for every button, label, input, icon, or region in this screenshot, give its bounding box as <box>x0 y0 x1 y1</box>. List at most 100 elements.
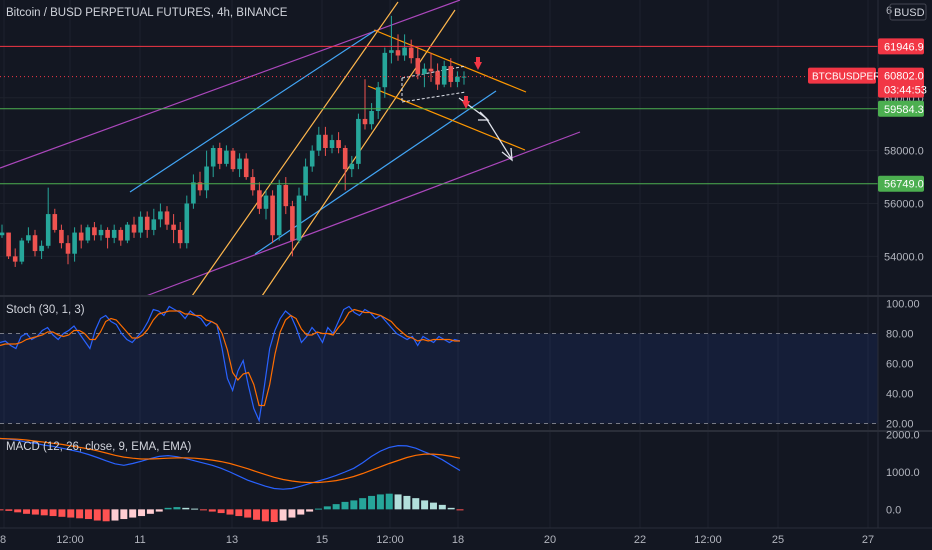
candle-body[interactable] <box>276 185 282 236</box>
candle-body[interactable] <box>230 150 236 170</box>
candle-body[interactable] <box>435 71 440 85</box>
candle-body[interactable] <box>210 148 216 167</box>
candle-body[interactable] <box>59 229 64 244</box>
price-level-tag[interactable] <box>878 175 924 192</box>
candle-body[interactable] <box>177 229 183 244</box>
candle-body[interactable] <box>131 224 137 233</box>
candle-body[interactable] <box>52 214 58 230</box>
current-price-tag[interactable] <box>878 67 924 98</box>
candle-body[interactable] <box>118 229 124 241</box>
projection-arrow-2[interactable] <box>485 117 512 159</box>
candle-body[interactable] <box>270 195 275 236</box>
candle-body[interactable] <box>402 47 407 56</box>
candle-body[interactable] <box>455 76 460 82</box>
candle-body[interactable] <box>336 140 341 148</box>
candle-body[interactable] <box>78 232 84 241</box>
candle-body[interactable] <box>65 243 71 254</box>
candle-body[interactable] <box>98 229 104 236</box>
candle-body[interactable] <box>105 229 110 238</box>
flag-upper[interactable] <box>401 65 467 79</box>
chart-title[interactable]: Bitcoin / BUSD PERPETUAL FUTURES, 4h, BI… <box>6 7 288 19</box>
candle-body[interactable] <box>441 66 447 85</box>
price-level-tag[interactable] <box>878 100 924 117</box>
macd-histogram[interactable] <box>0 493 464 523</box>
candle-body[interactable] <box>362 118 368 125</box>
stoch-d-line[interactable] <box>0 308 460 407</box>
candle-body[interactable] <box>184 203 190 244</box>
candle-body[interactable] <box>12 256 18 262</box>
horizontal-levels[interactable] <box>0 45 878 185</box>
candle-body[interactable] <box>158 211 163 220</box>
candle-body[interactable] <box>243 158 249 178</box>
candle-body[interactable] <box>32 235 38 252</box>
candle-body[interactable] <box>0 232 5 236</box>
time-axis[interactable]: 8 12:00 11 13 15 12:00 18 20 22 12:00 25 27 <box>0 534 874 546</box>
candle-body[interactable] <box>197 182 203 191</box>
macd-series[interactable] <box>0 437 461 490</box>
trendline-yellow-upper[interactable] <box>191 1 399 297</box>
candlestick-series[interactable] <box>0 15 467 267</box>
candle-body[interactable] <box>191 182 196 204</box>
candle-body[interactable] <box>224 150 229 164</box>
stoch-axis[interactable]: 20.00 40.00 60.00 80.00 100.00 <box>886 299 920 431</box>
candle-body[interactable] <box>395 50 401 56</box>
stoch-k-line[interactable] <box>0 305 461 423</box>
candle-body[interactable] <box>263 195 269 209</box>
trendline-purple-upper[interactable] <box>0 0 461 169</box>
price-pane[interactable] <box>0 0 878 297</box>
candle-body[interactable] <box>39 245 44 252</box>
candle-body[interactable] <box>151 219 157 230</box>
red-arrow-down-marker[interactable] <box>474 57 482 70</box>
candle-body[interactable] <box>164 211 170 225</box>
candle-body[interactable] <box>26 235 31 241</box>
candle-body[interactable] <box>369 111 374 125</box>
candle-body[interactable] <box>382 52 388 88</box>
stoch-series[interactable] <box>0 305 878 424</box>
candle-body[interactable] <box>309 150 315 167</box>
candle-body[interactable] <box>349 163 355 170</box>
candle-body[interactable] <box>415 58 421 74</box>
candle-body[interactable] <box>92 227 97 236</box>
signal-line[interactable] <box>0 437 461 484</box>
candle-body[interactable] <box>217 148 223 164</box>
candle-body[interactable] <box>144 216 150 230</box>
candle-body[interactable] <box>296 195 302 241</box>
trendline-purple-lower[interactable] <box>145 131 581 297</box>
candle-body[interactable] <box>375 87 381 111</box>
price-level-tag[interactable] <box>878 38 924 55</box>
candle-body[interactable] <box>389 50 394 53</box>
currency-badge[interactable] <box>889 3 927 21</box>
trendline-orange-upper[interactable] <box>373 29 527 93</box>
candle-body[interactable] <box>303 166 308 196</box>
candle-body[interactable] <box>138 216 143 233</box>
macd-axis[interactable]: 0.0 1000.0 2000.0 <box>886 430 920 517</box>
candle-body[interactable] <box>323 134 328 148</box>
stoch-pane[interactable] <box>0 305 878 424</box>
stoch-title[interactable]: Stoch (30, 1, 3) <box>6 304 85 316</box>
candle-body[interactable] <box>6 232 11 257</box>
candle-body[interactable] <box>329 140 335 148</box>
candle-body[interactable] <box>342 148 348 170</box>
candle-body[interactable] <box>237 158 242 170</box>
candle-body[interactable] <box>171 224 176 230</box>
candle-body[interactable] <box>19 240 25 262</box>
candle-body[interactable] <box>283 185 289 207</box>
candle-body[interactable] <box>316 134 322 151</box>
candle-body[interactable] <box>257 190 262 209</box>
candle-body[interactable] <box>45 214 51 246</box>
candle-body[interactable] <box>408 47 414 59</box>
symbol-tag[interactable] <box>808 67 876 84</box>
macd-line[interactable] <box>0 437 461 490</box>
macd-pane[interactable] <box>0 437 464 523</box>
candle-body[interactable] <box>125 224 130 241</box>
candle-body[interactable] <box>111 229 117 238</box>
red-arrow-down-marker[interactable] <box>462 96 470 109</box>
candle-body[interactable] <box>448 66 454 82</box>
candle-body[interactable] <box>290 206 295 241</box>
flag-lower[interactable] <box>401 91 467 103</box>
trendline-blue-upper[interactable] <box>129 29 377 193</box>
candle-body[interactable] <box>428 68 434 72</box>
candle-body[interactable] <box>85 227 91 241</box>
